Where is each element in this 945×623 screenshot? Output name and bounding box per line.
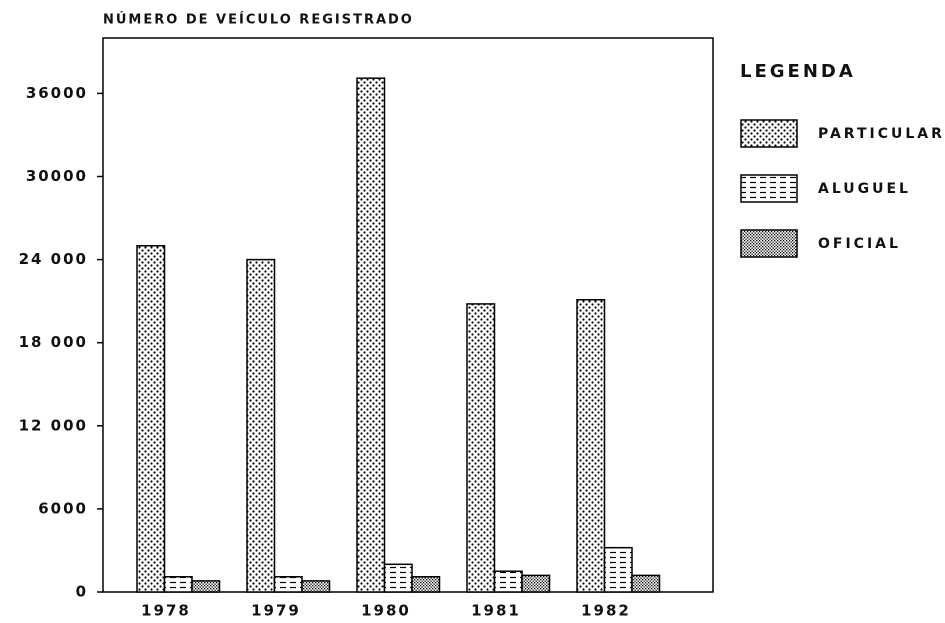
- bar: [163, 576, 193, 593]
- x-tick-label: 1980: [361, 602, 411, 620]
- bar: [356, 77, 386, 593]
- bar: [246, 258, 276, 593]
- y-tick-label: 6000: [38, 499, 88, 517]
- legend-label: ALUGUEL: [818, 181, 911, 197]
- y-tick-label: 36000: [26, 84, 88, 102]
- legend-title: LEGENDA: [740, 61, 856, 82]
- bar: [493, 570, 523, 593]
- y-tick-label: 30000: [26, 167, 88, 185]
- bar: [521, 574, 551, 593]
- x-tick-label: 1979: [251, 602, 301, 620]
- legend-swatch: [740, 174, 798, 203]
- bar: [576, 299, 606, 593]
- bar: [383, 563, 413, 593]
- legend-swatch: [740, 229, 798, 258]
- y-tick-label: 0: [76, 583, 88, 601]
- legend-swatch: [740, 119, 798, 148]
- bar: [273, 576, 303, 593]
- bar: [301, 580, 331, 593]
- y-tick-label: 24 000: [19, 250, 88, 268]
- plot-frame: [102, 37, 714, 593]
- bar: [466, 303, 496, 593]
- bar: [411, 576, 441, 593]
- y-tick-label: 12 000: [19, 416, 88, 434]
- bar: [136, 245, 166, 593]
- bar: [191, 580, 221, 593]
- x-tick-label: 1982: [581, 602, 631, 620]
- x-tick-label: 1978: [141, 602, 191, 620]
- legend-label: OFICIAL: [818, 236, 901, 252]
- x-tick-label: 1981: [471, 602, 521, 620]
- y-tick-label: 18 000: [19, 333, 88, 351]
- bar: [631, 574, 661, 593]
- chart-title: NÚMERO DE VEÍCULO REGISTRADO: [103, 12, 414, 28]
- legend-label: PARTICULAR: [818, 126, 945, 142]
- bar: [603, 546, 633, 593]
